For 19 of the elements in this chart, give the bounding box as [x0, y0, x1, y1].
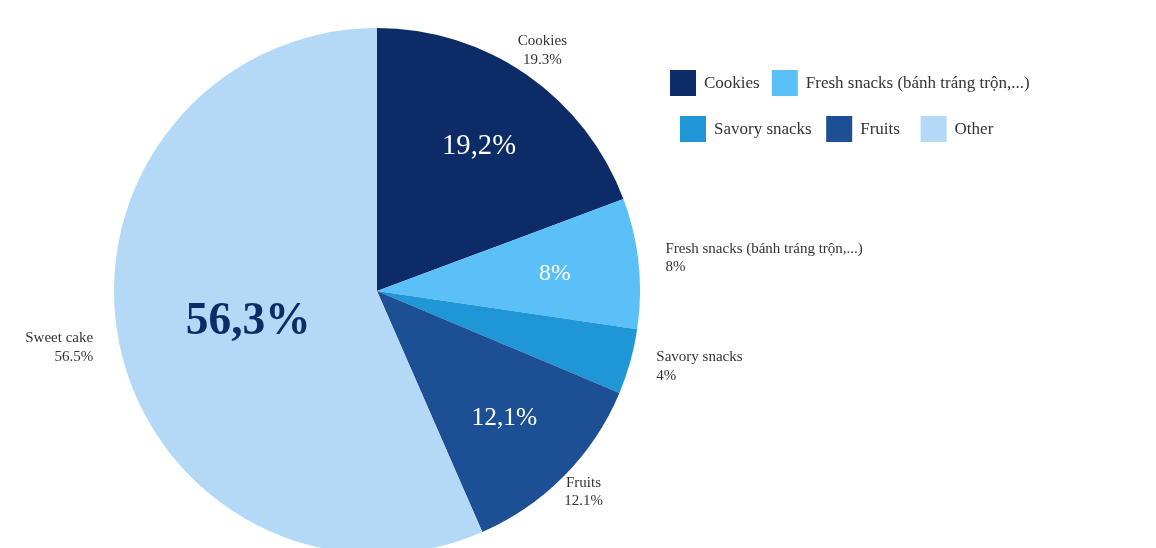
- text: Other: [954, 119, 994, 138]
- data-label: 12.1%: [564, 492, 603, 509]
- text: 12,1%: [471, 402, 538, 432]
- slice-label: Fruits: [566, 473, 602, 490]
- slice-label: Savory snacks: [656, 347, 743, 364]
- legend-label: Fruits: [860, 119, 900, 138]
- legend-label: Cookies: [704, 73, 760, 92]
- data-label: 19.3%: [523, 50, 562, 67]
- slice-label: Sweet cake: [25, 329, 94, 346]
- data-label: 56.5%: [54, 348, 94, 365]
- data-label: 8%: [539, 259, 571, 286]
- legend-label: Fresh snacks (bánh tráng trộn,...): [805, 73, 1030, 92]
- data-label: 4%: [656, 366, 677, 383]
- text: 8%: [665, 258, 686, 275]
- text: 19,2%: [441, 128, 517, 161]
- legend-label: Savory snacks: [714, 119, 812, 138]
- slice-label: Cookies: [517, 31, 568, 48]
- text: 56,3%: [185, 293, 311, 344]
- slice-label: Fresh snacks (bánh tráng trộn,...): [665, 239, 863, 257]
